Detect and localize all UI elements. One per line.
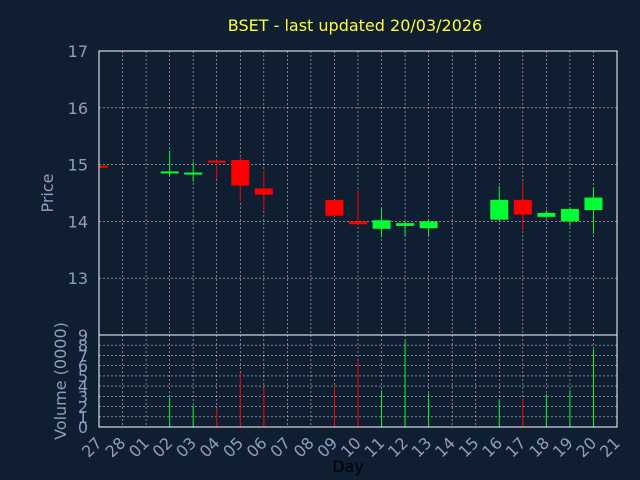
volume-tick-label: 4 — [78, 377, 88, 396]
volume-tick-label: 2 — [78, 398, 88, 417]
price-axis-label: Price — [38, 173, 57, 212]
volume-tick-label: 7 — [78, 346, 88, 365]
candle-body — [325, 199, 344, 216]
candle-body — [372, 220, 391, 229]
volume-tick-label: 6 — [78, 357, 88, 376]
candle-body — [419, 221, 438, 229]
price-tick-label: 15 — [68, 156, 88, 175]
candle-body — [396, 223, 415, 226]
volume-bars — [169, 341, 594, 427]
volume-axis-label: Volume (0000) — [51, 322, 70, 440]
price-tick-label: 16 — [68, 99, 88, 118]
price-tick-label: 17 — [68, 42, 88, 61]
volume-tick-label: 0 — [78, 418, 88, 437]
candle-body — [184, 172, 203, 175]
volume-tick-label: 8 — [78, 336, 88, 355]
x-axis-label: Day — [332, 457, 364, 476]
candle-body — [584, 197, 603, 211]
volume-tick-label: 9 — [78, 326, 88, 345]
candle-body — [160, 171, 179, 174]
volume-tick-label: 5 — [78, 367, 88, 386]
candle-body — [513, 199, 532, 215]
candle-body — [490, 199, 509, 220]
chart-title: BSET - last updated 20/03/2026 — [228, 16, 482, 35]
volume-tick-label: 1 — [78, 408, 88, 427]
volume-plot-frame — [98, 334, 618, 428]
candle-body — [349, 221, 367, 225]
price-tick-label: 13 — [68, 269, 88, 288]
price-axis-ticks: 13 14 15 16 17 — [68, 42, 88, 288]
candle-body — [560, 208, 579, 222]
price-candles — [98, 150, 603, 238]
candle-body — [537, 212, 556, 217]
volume-tick-label: 3 — [78, 387, 88, 406]
candle-body — [231, 160, 250, 186]
candle-body — [254, 188, 273, 195]
candle-body — [99, 165, 108, 168]
price-tick-label: 14 — [68, 212, 88, 231]
candle-body — [207, 160, 226, 163]
